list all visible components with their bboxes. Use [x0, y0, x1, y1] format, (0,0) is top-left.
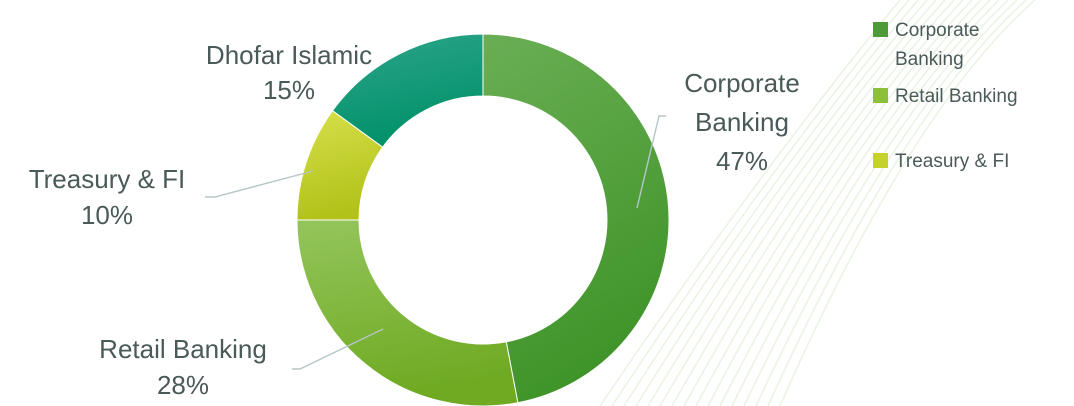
leader-line	[636, 115, 666, 209]
leader-line	[205, 170, 314, 198]
background-arc	[779, 0, 1036, 406]
background-arc	[707, 0, 982, 406]
data-label-name: Treasury & FI	[29, 164, 186, 194]
background-arc	[731, 0, 1000, 406]
background-arc	[635, 0, 928, 406]
legend-label: Banking	[895, 49, 964, 70]
data-label-name: Banking	[695, 107, 789, 137]
slice-corporate-banking	[482, 33, 670, 404]
data-label-name: Retail Banking	[99, 334, 267, 364]
data-label-value: 15%	[263, 75, 315, 105]
data-label-value: 10%	[81, 200, 133, 230]
background-arc	[671, 0, 955, 406]
data-label-name: Dhofar Islamic	[206, 40, 372, 70]
background-arc	[659, 0, 946, 406]
data-label-value: 28%	[157, 370, 209, 400]
background-arc	[755, 0, 1018, 406]
leader-lines	[205, 115, 666, 370]
slice-dhofar-islamic	[331, 33, 484, 148]
background-arc	[683, 0, 964, 406]
legend-label: Retail Banking	[895, 86, 1018, 107]
background-arc	[719, 0, 991, 406]
background-arc	[767, 0, 1027, 406]
background-arc	[611, 0, 910, 406]
legend-label: Treasury & FI	[895, 151, 1009, 172]
slice-retail-banking	[296, 219, 519, 406]
legend-swatch	[873, 153, 888, 168]
background-arc	[695, 0, 973, 406]
data-labels: Corporate Banking 47% Retail Banking 28% Trea…	[29, 40, 800, 400]
background-arc	[599, 0, 901, 406]
leader-line	[292, 328, 384, 370]
legend-swatch	[873, 88, 888, 103]
data-label-value: 47%	[716, 146, 768, 176]
donut-slices	[296, 33, 670, 406]
data-label-name: Corporate	[684, 68, 800, 98]
background-arc	[647, 0, 937, 406]
legend-swatch	[873, 22, 888, 37]
background-arc	[623, 0, 919, 406]
legend-label: Corporate	[895, 20, 980, 41]
legend: Corporate Banking Retail Banking Treasury &…	[873, 20, 1018, 172]
